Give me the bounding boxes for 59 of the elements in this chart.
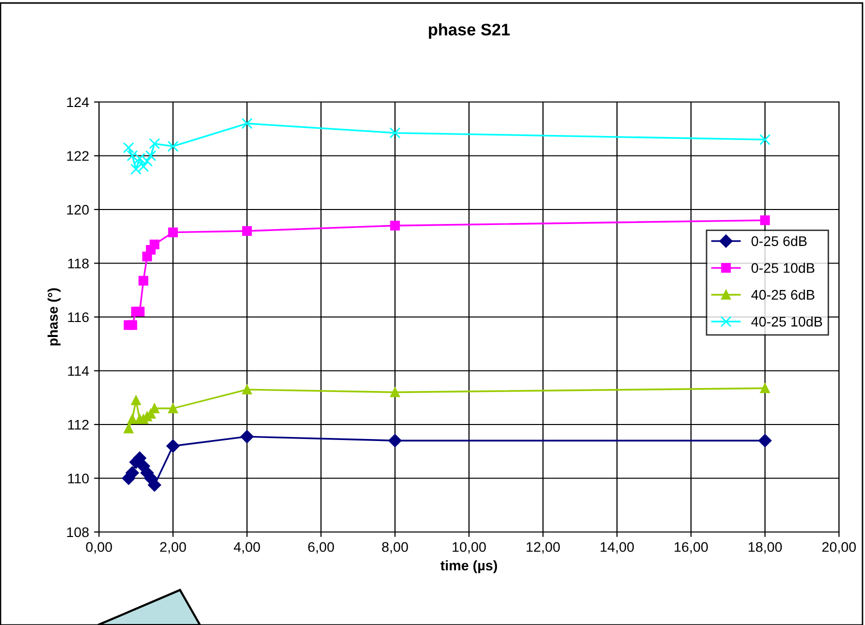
x-tick-label: 2,00 [160, 542, 186, 554]
legend-label: 0-25 10dB [752, 262, 814, 273]
point [150, 404, 160, 414]
point [759, 134, 771, 146]
x-tick-label: 18,00 [748, 542, 782, 554]
y-tick-label: 116 [68, 312, 89, 322]
point [168, 404, 178, 414]
point [124, 424, 134, 434]
chart-title: phase S21 [428, 23, 510, 39]
point [241, 118, 253, 130]
x-tick-label: 10,00 [452, 542, 486, 554]
point [240, 430, 254, 444]
point [138, 160, 149, 172]
point [390, 220, 400, 230]
point [168, 227, 178, 238]
legend-label: 40-25 10dB [751, 316, 822, 327]
y-tick-label: 124 [67, 97, 89, 108]
point [123, 142, 134, 154]
x-tick-label: 8,00 [382, 542, 408, 554]
x-tick-label: 4,00 [234, 542, 260, 554]
y-tick-label: 108 [67, 527, 89, 538]
point [150, 240, 160, 250]
y-tick-label: 110 [68, 474, 89, 484]
point [138, 276, 148, 286]
x-tick-label: 6,00 [308, 542, 334, 554]
y-tick-label: 118 [68, 258, 89, 268]
legend-label: 40-25 6dB [751, 290, 814, 300]
point [127, 320, 138, 330]
point [148, 138, 160, 150]
point [760, 215, 770, 226]
point [148, 478, 162, 492]
point [142, 156, 153, 167]
x-tick-label: 16,00 [674, 542, 708, 554]
point [126, 466, 139, 480]
point [130, 164, 142, 175]
x-tick-label: 14,00 [600, 542, 634, 554]
point [390, 387, 400, 398]
y-tick-label: 112 [68, 420, 89, 430]
x-tick-label: 0,00 [86, 542, 112, 554]
point [242, 226, 252, 236]
y-tick-label: 120 [67, 204, 89, 215]
legend-label: 0-25 6dB [752, 236, 807, 246]
point [167, 140, 179, 152]
y-tick-label: 122 [67, 151, 89, 161]
point [166, 439, 180, 453]
x-tick-label: 20,00 [822, 542, 856, 554]
point [131, 395, 141, 406]
y-tick-label: 114 [68, 366, 89, 376]
x-axis-title: time (µs) [440, 560, 498, 574]
point [758, 434, 772, 448]
point [242, 384, 252, 394]
point [760, 383, 770, 394]
x-tick-label: 12,00 [526, 542, 560, 554]
point [134, 306, 145, 316]
y-axis-title: phase (°) [48, 288, 61, 346]
point [127, 414, 138, 424]
point [126, 150, 138, 162]
point [389, 127, 401, 138]
point [388, 434, 402, 448]
